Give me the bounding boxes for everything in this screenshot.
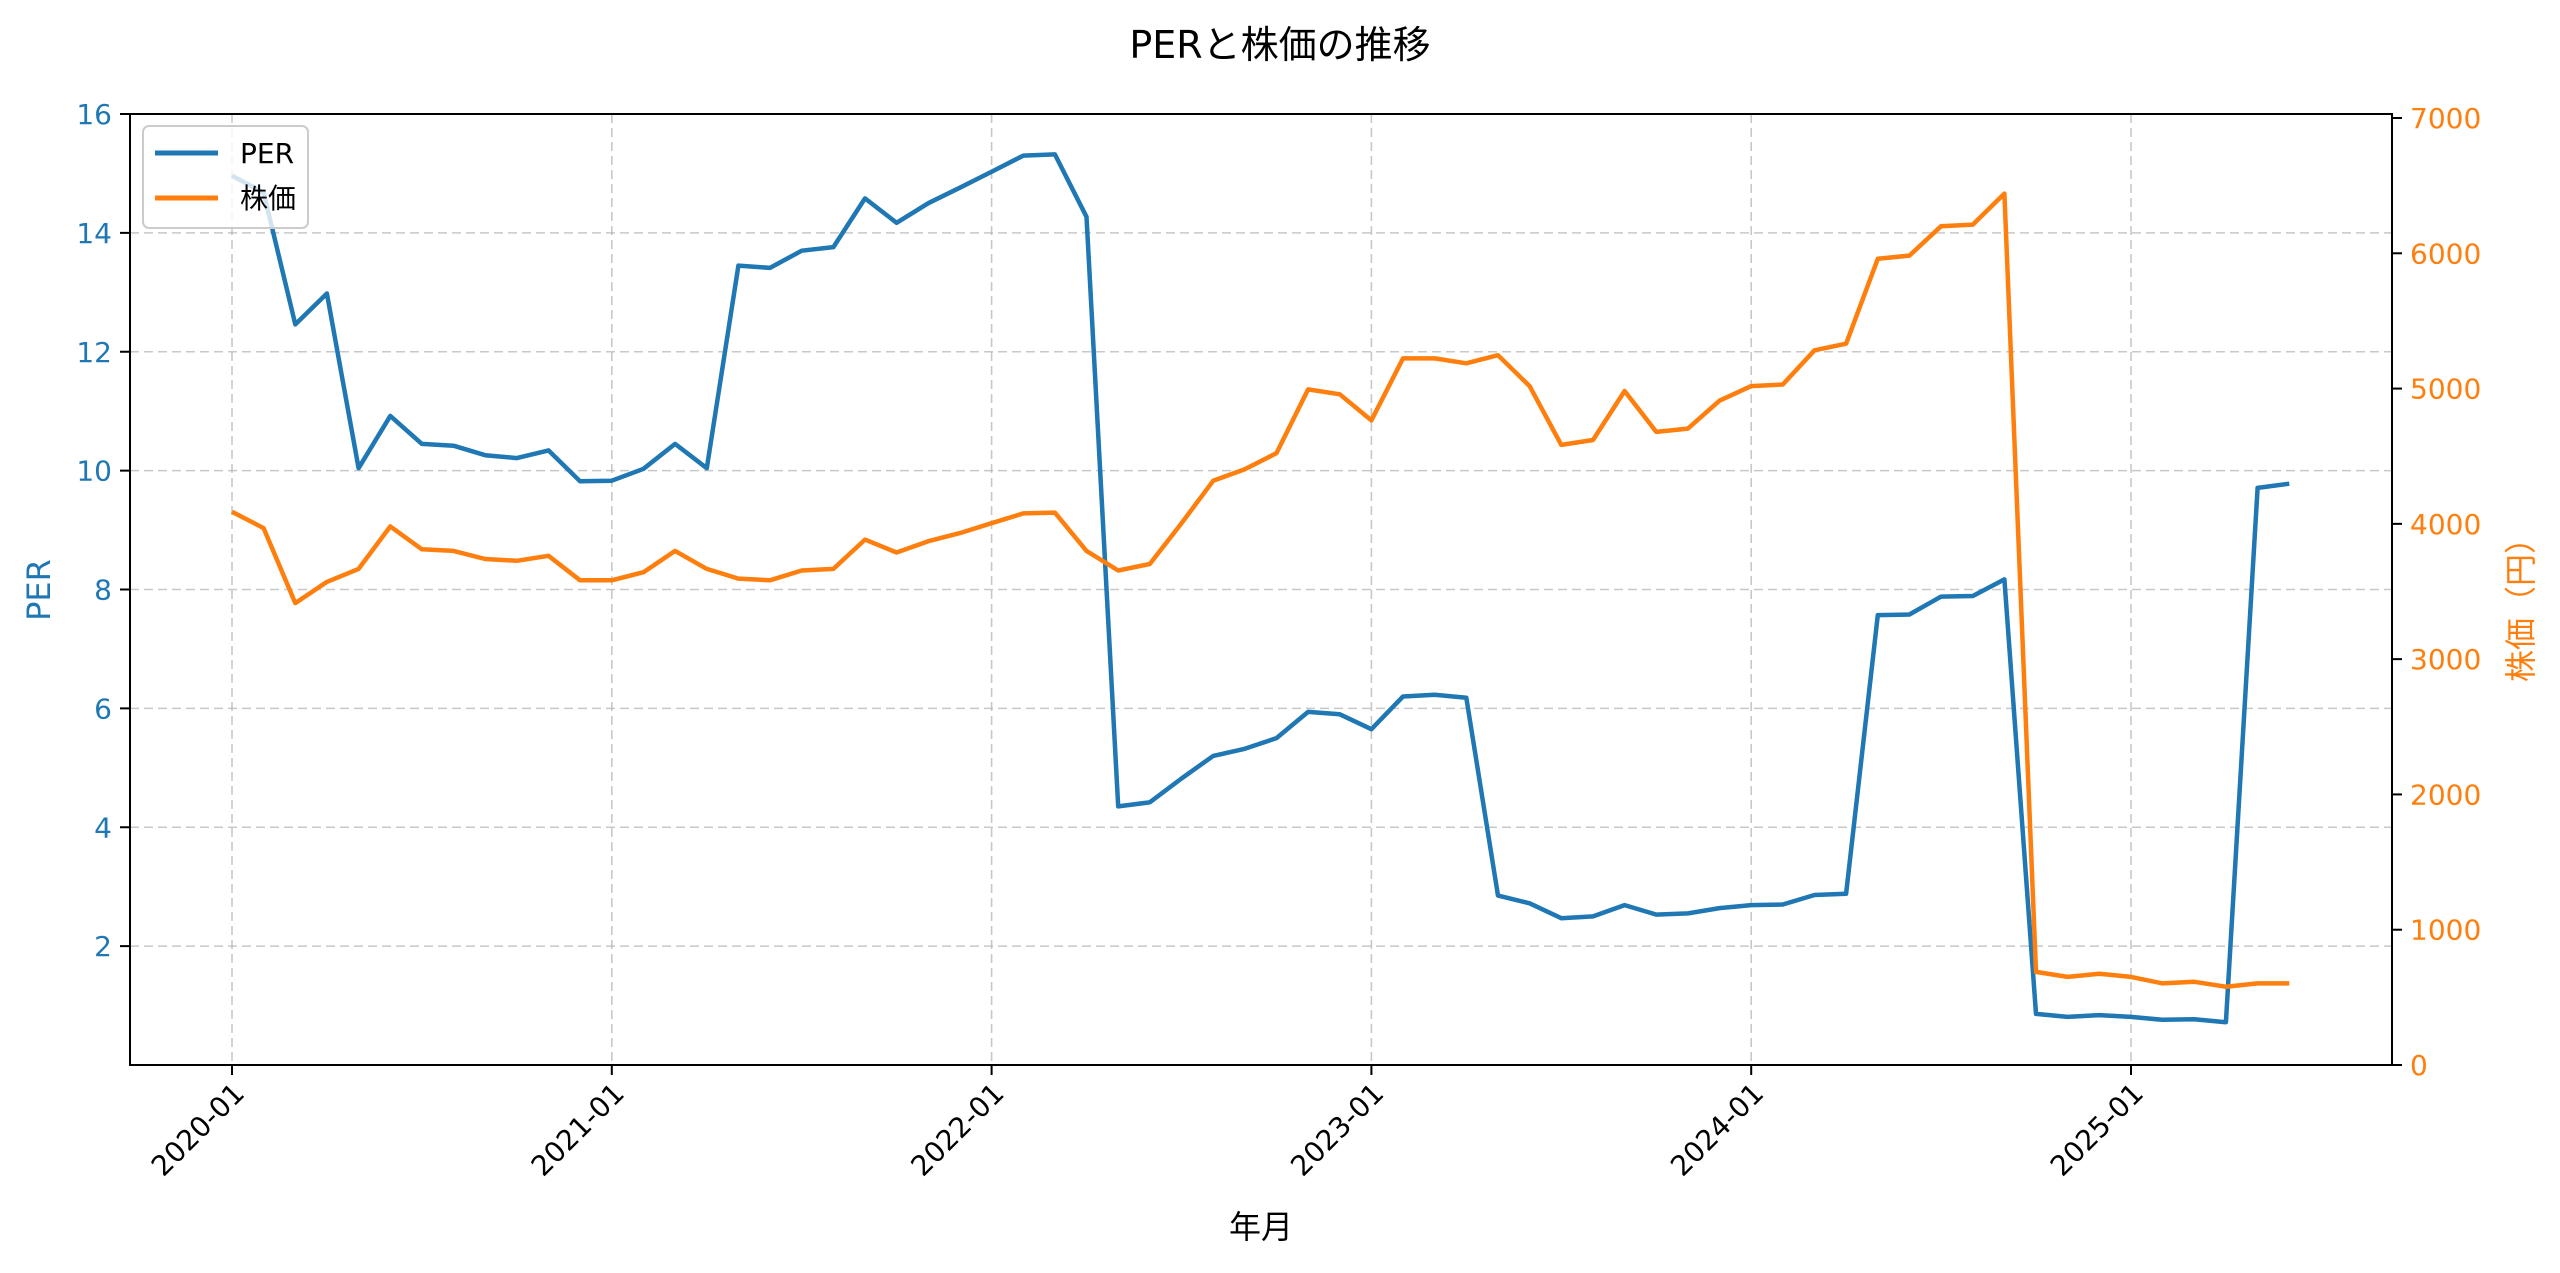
left-tick-label: 8 <box>94 574 112 607</box>
right-tick-label: 3000 <box>2410 643 2481 676</box>
right-tick-label: 5000 <box>2410 373 2481 406</box>
price-line <box>230 191 2290 989</box>
left-y-axis: 2 4 6 8 10 12 14 16 <box>76 98 130 963</box>
right-y-axis-label: 株価（円） <box>2502 522 2540 682</box>
x-axis-label: 年月 <box>1229 1208 1293 1246</box>
right-tick-label: 0 <box>2410 1049 2428 1082</box>
x-tick-label: 2022-01 <box>904 1077 1010 1183</box>
x-tick-label: 2023-01 <box>1284 1077 1390 1183</box>
x-tick-label: 2020-01 <box>145 1077 251 1183</box>
x-tick-label: 2021-01 <box>525 1077 631 1183</box>
left-tick-label: 4 <box>94 811 112 844</box>
legend: PER 株価 <box>142 125 309 229</box>
legend-label-per: PER <box>240 137 294 170</box>
left-tick-label: 10 <box>76 455 112 488</box>
right-tick-label: 4000 <box>2410 508 2481 541</box>
left-tick-label: 6 <box>94 692 112 725</box>
right-tick-label: 7000 <box>2410 102 2481 135</box>
per-line <box>230 152 2290 1025</box>
data-lines <box>230 152 2290 1025</box>
chart-title: PERと株価の推移 <box>1129 23 1431 67</box>
x-tick-label: 2025-01 <box>2044 1077 2150 1183</box>
right-y-axis: 0 1000 2000 3000 4000 5000 6000 7000 <box>2392 102 2481 1082</box>
legend-label-price: 株価 <box>240 182 296 215</box>
left-tick-label: 12 <box>76 336 112 369</box>
right-tick-label: 1000 <box>2410 914 2481 947</box>
left-tick-label: 2 <box>94 930 112 963</box>
left-tick-label: 16 <box>76 98 112 131</box>
x-axis: 2020-01 2021-01 2022-01 2023-01 2024-01 2025-… <box>145 1065 2150 1183</box>
grid-lines <box>130 113 2392 1065</box>
right-tick-label: 2000 <box>2410 778 2481 811</box>
left-y-axis-label: PER <box>20 559 58 621</box>
right-tick-label: 6000 <box>2410 237 2481 270</box>
left-tick-label: 14 <box>76 217 112 250</box>
x-tick-label: 2024-01 <box>1664 1077 1770 1183</box>
